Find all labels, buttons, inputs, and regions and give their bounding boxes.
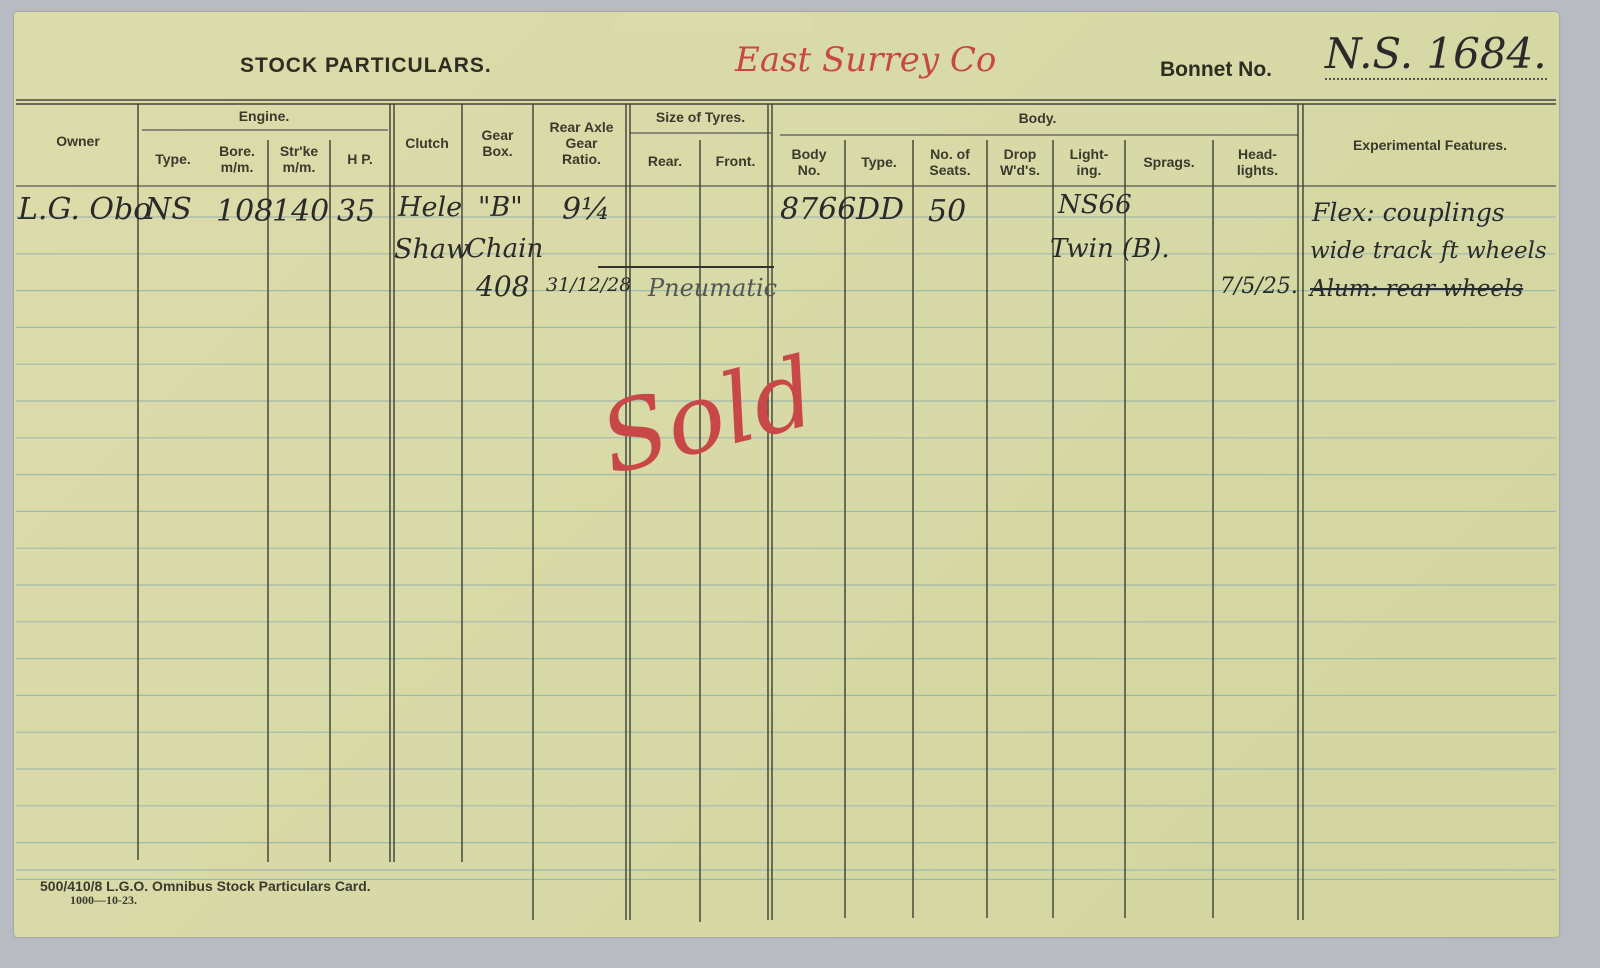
header-sprags: Sprags. (1143, 154, 1195, 170)
header-body-type: Type. (861, 154, 897, 170)
entry-experimental-2: wide track ft wheels (1310, 238, 1547, 264)
header-experimental: Experimental Features. (1352, 137, 1508, 153)
header-clutch: Clutch (405, 135, 449, 151)
header-tyres-front: Front. (715, 153, 756, 169)
entry-engine-type: NS (145, 192, 192, 227)
header-owner: Owner (56, 133, 100, 149)
entry-gearbox-3: 408 (476, 270, 530, 303)
entry-bore: 108 (216, 194, 274, 229)
entry-clutch-1: Hele (398, 192, 463, 223)
header-drop: Drop W'd's. (999, 146, 1041, 178)
header-tyres-rear: Rear. (647, 153, 683, 169)
entry-experimental-3-struck: Alum: rear wheels (1310, 276, 1524, 302)
entry-headlights-date: 7/5/25. (1220, 274, 1298, 299)
header-engine: Engine. (238, 108, 290, 124)
bonnet-number: N.S. 1684. (1325, 29, 1547, 80)
card-tab (614, 14, 814, 32)
footer-print-date: 1000—10-23. (70, 893, 137, 907)
entry-ratio-date: 31/12/28 (546, 274, 632, 296)
header-lighting: Light- ing. (1069, 146, 1109, 178)
entry-clutch-2: Shaw (394, 234, 470, 265)
header-tyres: Size of Tyres. (655, 109, 746, 125)
header-gear-box: Gear Box. (481, 127, 514, 159)
header-engine-type: Type. (155, 151, 191, 167)
header-bore: Bore. m/m. (219, 143, 255, 175)
header-body-no: Body No. (791, 146, 827, 178)
entry-tyres: Pneumatic (648, 274, 778, 302)
header-hp: H P. (347, 151, 373, 167)
header-headlights: Head- lights. (1236, 146, 1279, 178)
entry-body-type: DD (856, 192, 905, 227)
entry-owner: L.G. Obo (18, 192, 152, 227)
entry-stroke: 140 (272, 194, 330, 229)
header-rear-axle: Rear Axle Gear Ratio. (549, 119, 614, 167)
entry-ratio: 9¼ (562, 192, 611, 227)
card-title: STOCK PARTICULARS. (240, 54, 492, 77)
header-body: Body. (1018, 110, 1057, 126)
header-stroke: Str'ke m/m. (279, 143, 319, 175)
entry-lighting-1: NS66 (1058, 190, 1132, 220)
entry-experimental-1: Flex: couplings (1312, 198, 1505, 227)
operator-note: East Surrey Co (735, 40, 997, 80)
footer-form-number: 500/410/8 L.G.O. Omnibus Stock Particula… (40, 878, 371, 894)
header-seats: No. of Seats. (929, 146, 971, 178)
entry-hp: 35 (337, 194, 376, 229)
entry-gearbox-2: Chain (466, 234, 544, 264)
entry-body-no: 8766 (780, 192, 857, 227)
entry-lighting-2: Twin (B). (1050, 234, 1170, 264)
entry-seats: 50 (928, 194, 967, 229)
bonnet-label: Bonnet No. (1160, 58, 1272, 81)
entry-gearbox-1: "B" (478, 192, 523, 223)
